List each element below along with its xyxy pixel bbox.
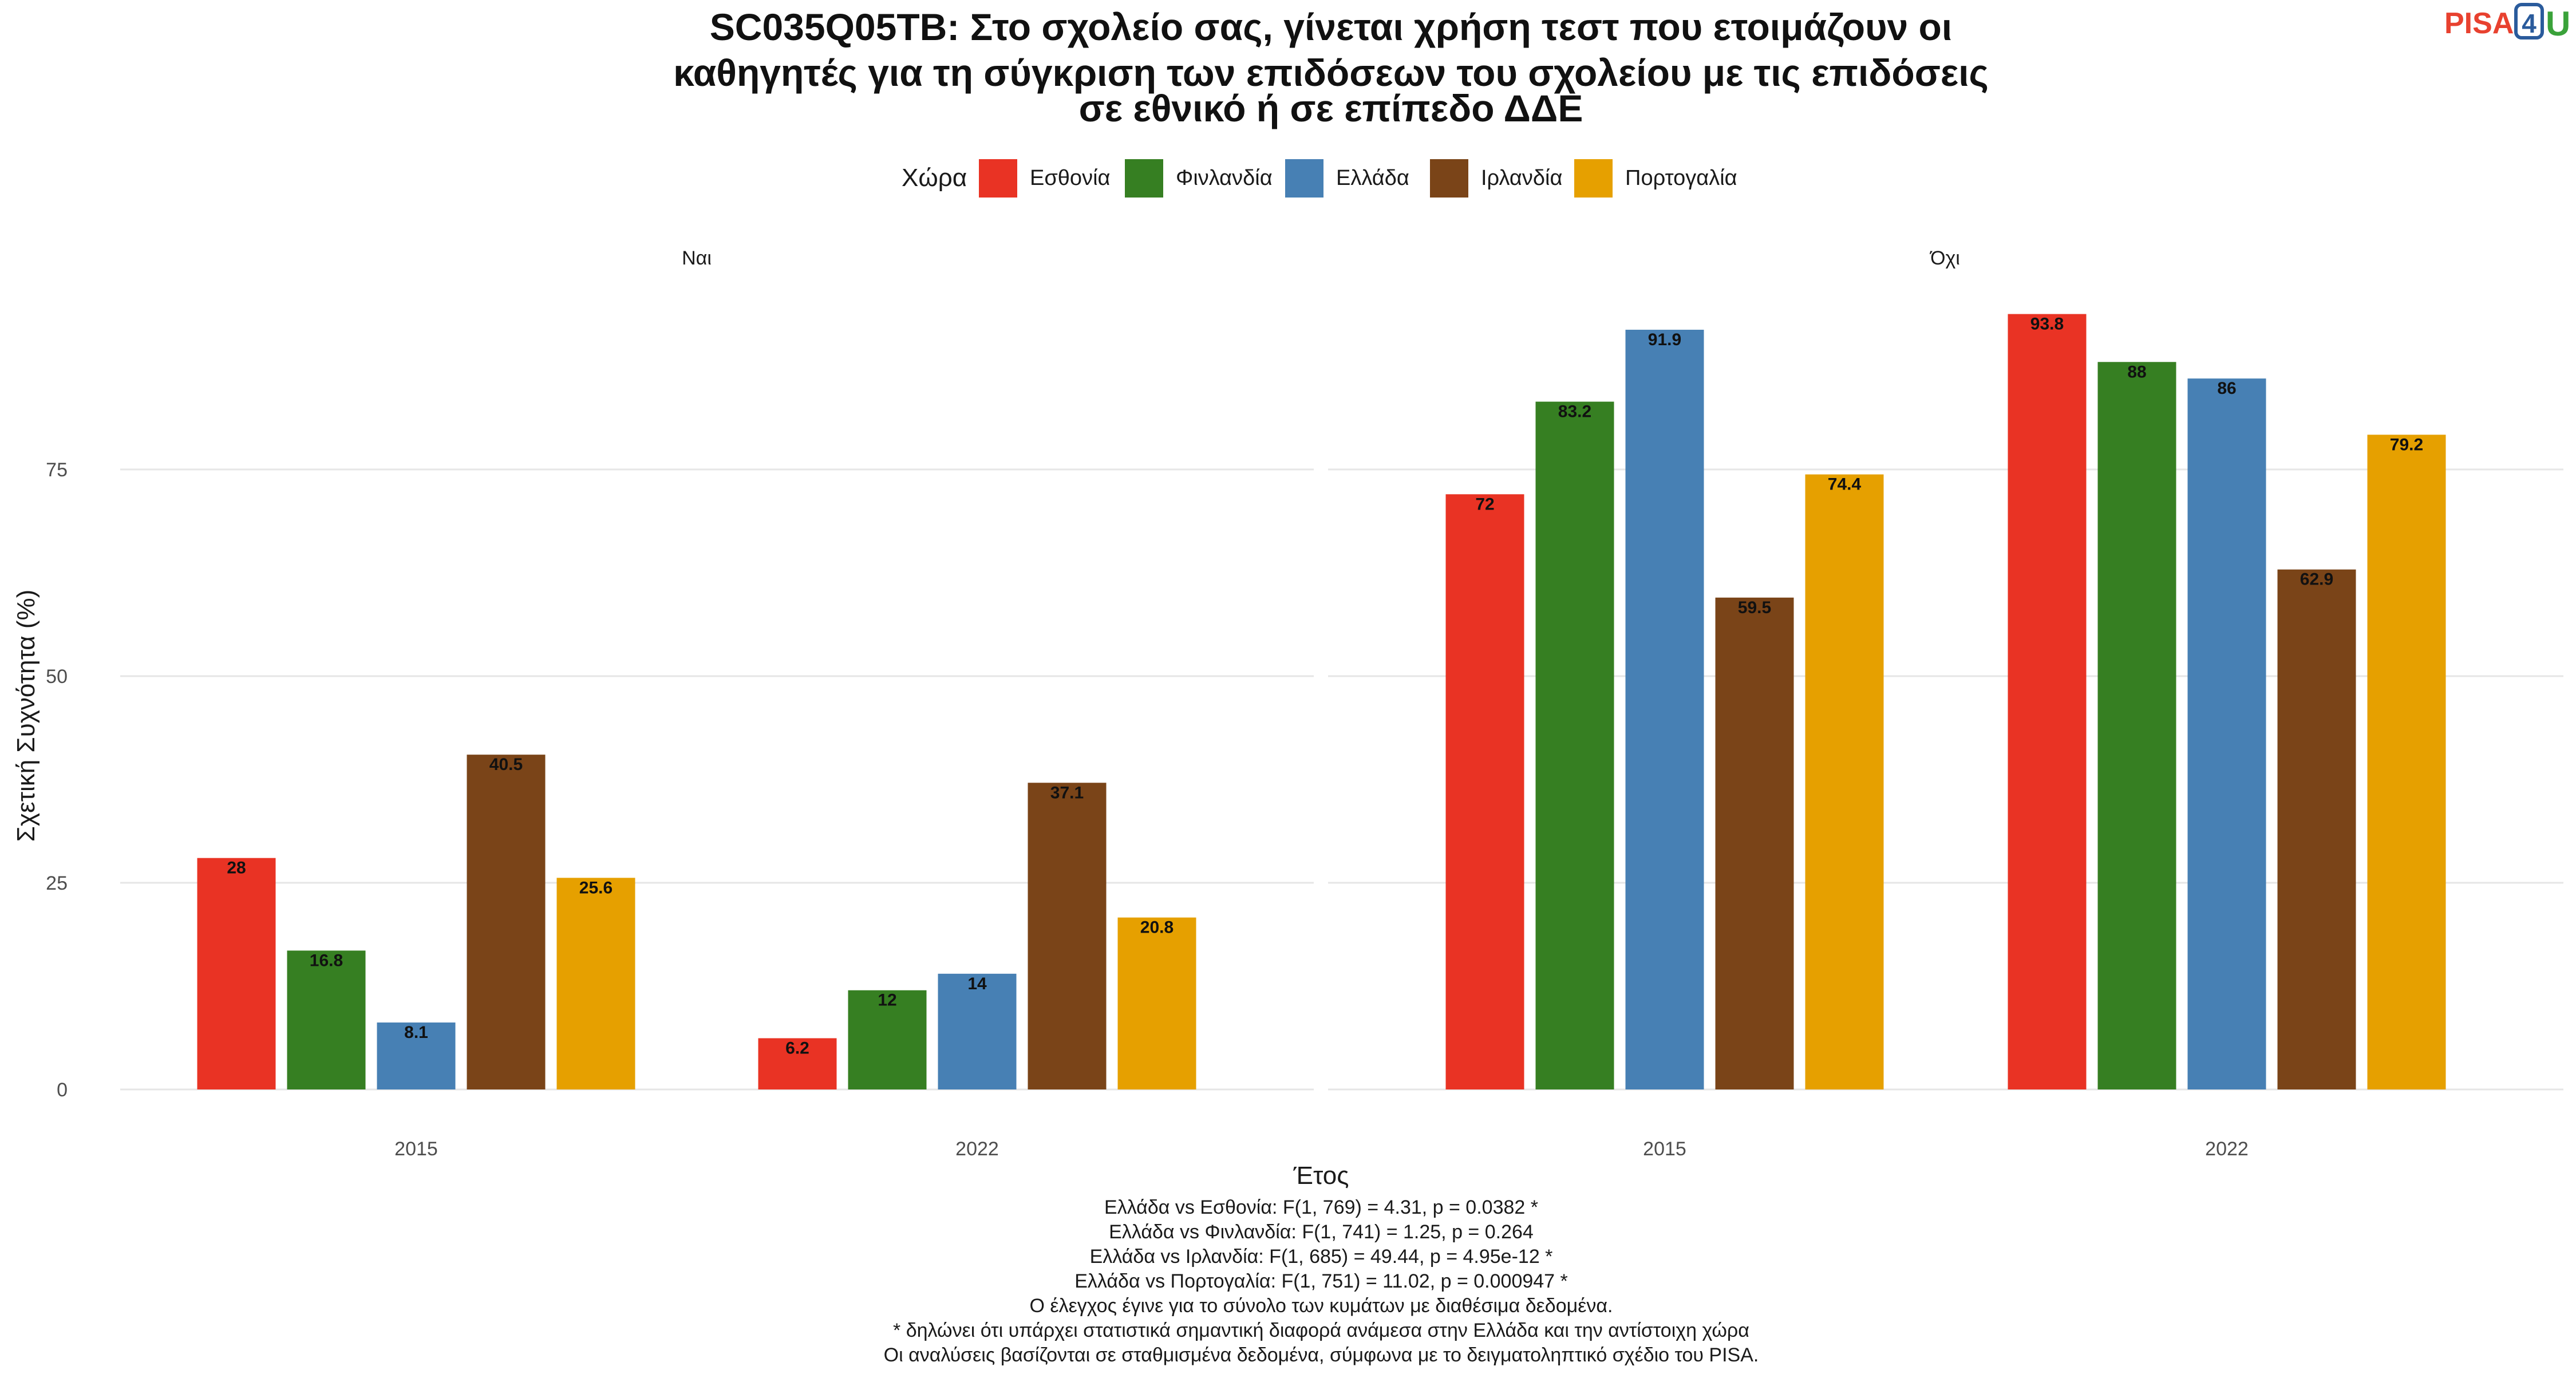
y-tick-label-50: 50 [46,666,68,688]
x-tick-label-yes-2022: 2022 [955,1138,999,1160]
bar-yes-2022-1 [758,1038,837,1089]
bars [197,314,2446,1090]
legend-title: Χώρα [902,164,967,192]
data-label-yes-2015-3: 8.1 [404,1023,428,1042]
bar-no-2015-5 [1805,474,1884,1089]
x-axis-title: Έτος [1293,1162,1349,1190]
y-axis-ticks: 0 25 50 75 [46,459,68,1101]
caption-line-5: Ο έλεγχος έγινε για το σύνολο των κυμάτω… [1030,1295,1613,1317]
logo-text-u: U [2546,5,2570,43]
logo-text-pisa: PISA [2444,7,2514,40]
legend-swatch-2 [1125,159,1163,198]
legend: Χώρα Εσθονία Φινλανδία Ελλάδα Ιρλανδία Πορτο… [902,159,1737,198]
y-axis-title: Σχετική Συχνότητα (%) [12,590,40,842]
x-tick-label-yes-2015: 2015 [394,1138,438,1160]
bar-yes-2015-3 [377,1022,456,1089]
data-label-no-2022-1: 93.8 [2030,315,2064,334]
data-label-yes-2015-5: 25.6 [579,878,613,897]
data-label-no-2015-4: 59.5 [1738,598,1771,617]
legend-label-3: Ελλάδα [1336,166,1409,190]
y-tick-label-0: 0 [57,1079,68,1101]
data-label-no-2022-2: 88 [2127,362,2146,381]
data-label-yes-2022-3: 14 [967,974,987,993]
bar-no-2015-4 [1715,597,1794,1089]
bar-yes-2022-5 [1117,917,1196,1089]
bar-no-2022-4 [2277,569,2356,1089]
x-tick-label-no-2022: 2022 [2205,1138,2249,1160]
bar-no-2022-3 [2187,378,2266,1090]
title-line-2: καθηγητές για τη σύγκριση των επιδόσεων … [673,52,1989,94]
bar-value-labels: 28 16.8 8.1 40.5 25.6 6.2 12 14 37.1 20.8 72 83.2 91… [227,315,2423,1058]
data-label-no-2015-2: 83.2 [1558,402,1591,421]
bar-yes-2022-4 [1028,783,1107,1089]
legend-label-4: Ιρλανδία [1481,166,1562,190]
data-label-yes-2022-2: 12 [878,991,896,1010]
data-label-yes-2022-4: 37.1 [1050,783,1084,802]
caption-line-3: Ελλάδα vs Ιρλανδία: F(1, 685) = 49.44, p… [1090,1246,1553,1268]
facet-label-no: Όχι [1929,247,1960,269]
caption-line-7: Οι αναλύσεις βασίζονται σε σταθμισμένα δ… [884,1344,1759,1366]
data-label-no-2022-4: 62.9 [2300,570,2333,589]
bar-no-2015-1 [1445,494,1524,1089]
data-label-yes-2022-1: 6.2 [785,1039,809,1057]
caption-line-1: Ελλάδα vs Εσθονία: F(1, 769) = 4.31, p =… [1104,1197,1538,1218]
data-label-yes-2015-2: 16.8 [310,951,343,970]
caption-line-2: Ελλάδα vs Φινλανδία: F(1, 741) = 1.25, p… [1109,1221,1534,1243]
title-line-1: SC035Q05TB: Στο σχολείο σας, γίνεται χρή… [710,6,1952,48]
chart-title: SC035Q05TB: Στο σχολείο σας, γίνεται χρή… [673,6,1989,129]
data-label-no-2022-5: 79.2 [2390,435,2423,454]
x-tick-label-no-2015: 2015 [1643,1138,1686,1160]
bar-yes-2015-5 [556,878,635,1089]
caption-line-4: Ελλάδα vs Πορτογαλία: F(1, 751) = 11.02,… [1074,1270,1568,1292]
data-label-no-2022-3: 86 [2217,379,2236,398]
logo-text-4: 4 [2522,9,2537,38]
bar-yes-2015-1 [197,858,276,1089]
legend-swatch-1 [979,159,1017,198]
bar-no-2022-2 [2097,362,2176,1089]
bar-yes-2015-2 [287,950,366,1089]
data-label-yes-2015-1: 28 [227,859,246,878]
data-label-no-2015-3: 91.9 [1648,330,1681,349]
facet-label-yes: Ναι [682,247,712,269]
legend-label-5: Πορτογαλία [1625,166,1737,190]
bar-yes-2022-3 [938,973,1017,1089]
bar-no-2022-1 [2008,314,2087,1089]
y-tick-label-25: 25 [46,872,68,894]
bar-yes-2015-4 [467,755,546,1089]
bar-no-2015-3 [1625,329,1704,1089]
legend-swatch-3 [1285,159,1323,198]
bar-no-2015-2 [1535,401,1614,1089]
data-label-yes-2022-5: 20.8 [1140,918,1174,937]
data-label-yes-2015-4: 40.5 [489,755,523,774]
pisa4u-logo: PISA 4 U [2444,3,2570,43]
caption-line-6: * δηλώνει ότι υπάρχει στατιστικά σημαντι… [893,1320,1749,1341]
caption: Ελλάδα vs Εσθονία: F(1, 769) = 4.31, p =… [884,1197,1759,1366]
logo-box [2514,3,2544,40]
y-tick-label-75: 75 [46,459,68,481]
bar-no-2022-5 [2367,435,2446,1089]
x-axis-ticks: 2015 2022 2015 2022 [394,1138,2249,1160]
data-label-no-2015-5: 74.4 [1828,475,1862,494]
data-label-no-2015-1: 72 [1475,495,1494,514]
legend-label-1: Εσθονία [1030,166,1110,190]
bar-yes-2022-2 [848,990,927,1089]
legend-swatch-5 [1574,159,1613,198]
title-line-3: σε εθνικό ή σε επίπεδο ΔΔΕ [1079,87,1583,129]
legend-label-2: Φινλανδία [1176,166,1273,190]
legend-swatch-4 [1430,159,1468,198]
